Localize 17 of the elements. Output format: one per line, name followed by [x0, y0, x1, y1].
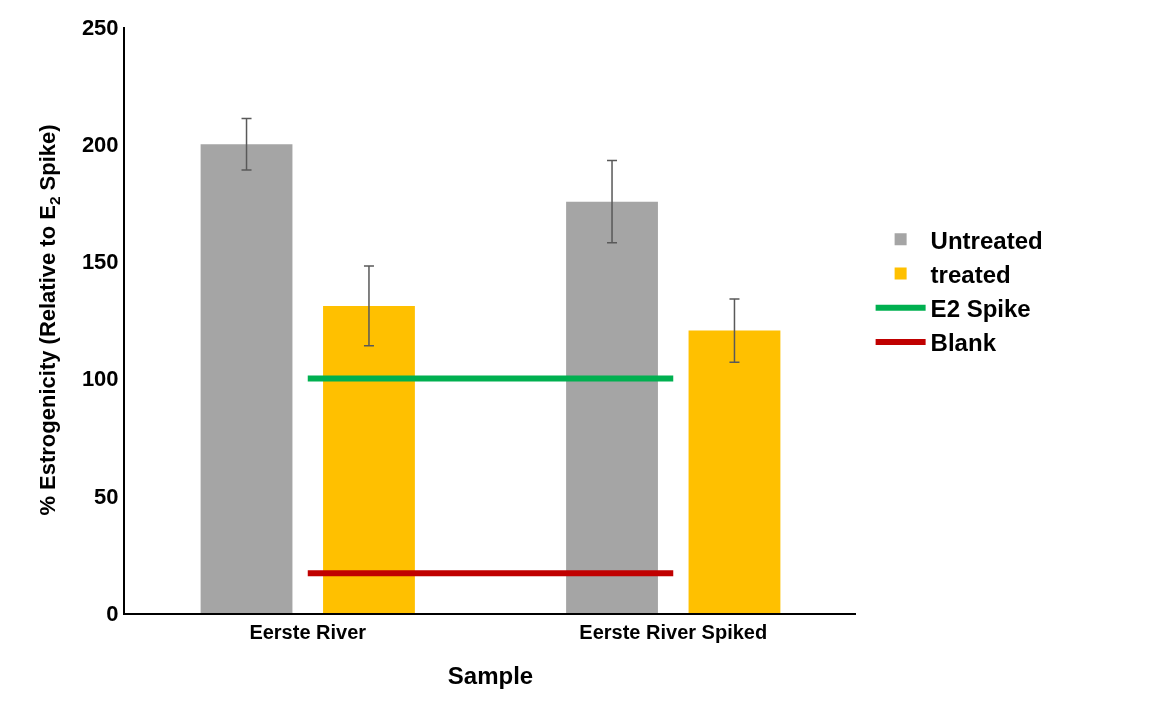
y-tick-label: 150	[81, 249, 119, 275]
legend-label: Blank	[930, 329, 997, 357]
y-tick-label: 50	[94, 483, 119, 509]
x-tick-label: Eerste River Spiked	[579, 621, 768, 643]
y-tick-label: 250	[81, 14, 119, 40]
bar	[566, 201, 658, 613]
bar	[323, 305, 415, 613]
bar	[200, 144, 293, 613]
legend-label: Untreated	[930, 226, 1043, 254]
bar	[688, 330, 781, 613]
legend-label: E2 Spike	[930, 295, 1031, 323]
x-axis-title: Sample	[447, 661, 534, 689]
y-tick-label: 100	[81, 366, 119, 392]
legend-label: treated	[930, 260, 1011, 288]
y-tick-label: 0	[106, 600, 119, 626]
y-tick-label: 200	[81, 131, 119, 157]
x-tick-label: Eerste River	[249, 621, 367, 643]
